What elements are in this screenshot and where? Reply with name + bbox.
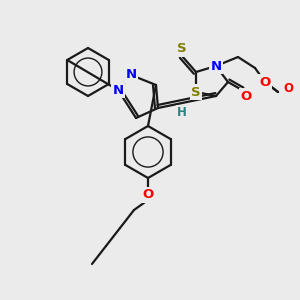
Text: O: O [240,89,252,103]
Text: N: N [112,83,124,97]
Text: N: N [210,59,222,73]
Text: N: N [125,68,136,82]
Text: H: H [177,106,187,118]
Text: S: S [191,85,201,98]
Text: O: O [142,188,154,202]
Text: O: O [260,76,271,88]
Text: S: S [177,43,187,56]
Text: O: O [283,82,293,94]
